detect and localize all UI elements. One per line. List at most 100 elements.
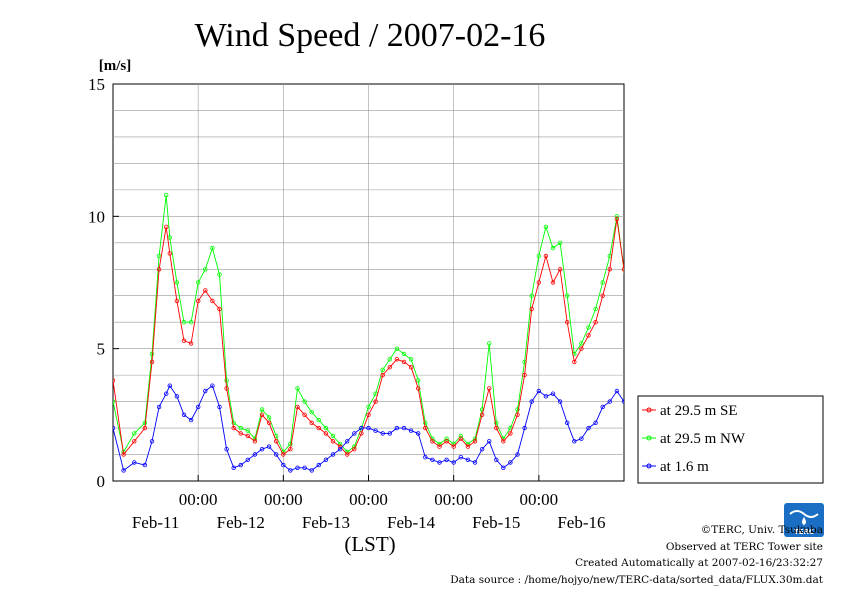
- data-point: [245, 457, 250, 462]
- data-point: [586, 333, 591, 338]
- data-point: [337, 447, 343, 452]
- data-point: [373, 428, 378, 433]
- data-point: [394, 357, 400, 362]
- series-1: [113, 192, 633, 455]
- data-point: [302, 412, 307, 417]
- data-point: [210, 245, 215, 251]
- data-point: [465, 441, 471, 447]
- data-point: [295, 404, 300, 410]
- data-point: [444, 436, 449, 441]
- data-point: [586, 425, 591, 431]
- data-point: [387, 431, 392, 436]
- data-point: [501, 465, 506, 470]
- data-point: [288, 447, 293, 452]
- x-tick-time-label: 00:00: [264, 490, 303, 509]
- data-point: [515, 412, 520, 417]
- grid-lines: [113, 84, 624, 481]
- data-point: [210, 298, 215, 304]
- data-point: [579, 341, 584, 346]
- data-point: [472, 460, 478, 465]
- data-point: [451, 441, 456, 447]
- data-point: [565, 420, 570, 425]
- data-point: [629, 440, 633, 444]
- data-point: [394, 346, 400, 351]
- data-point: [529, 293, 534, 298]
- data-point: [295, 465, 300, 470]
- data-point: [259, 447, 265, 452]
- data-point: [600, 404, 605, 410]
- data-point: [309, 420, 314, 425]
- data-point: [330, 439, 336, 444]
- data-point: [149, 359, 155, 365]
- data-point: [274, 439, 279, 444]
- data-point: [508, 431, 513, 436]
- data-point: [430, 457, 435, 462]
- observation-site-text: Observed at TERC Tower site: [666, 541, 823, 553]
- data-point: [494, 420, 499, 425]
- data-point: [231, 425, 236, 431]
- data-point: [550, 391, 556, 396]
- data-point: [203, 267, 208, 272]
- data-point: [387, 357, 392, 362]
- data-point: [167, 251, 172, 256]
- data-point: [195, 404, 201, 410]
- x-tick-time-label: 00:00: [434, 490, 473, 509]
- data-point: [536, 388, 541, 394]
- data-point: [614, 214, 620, 219]
- data-point: [316, 417, 321, 423]
- data-point: [579, 436, 584, 441]
- legend-entry-label: at 1.6 m: [660, 459, 709, 475]
- data-point: [416, 431, 421, 436]
- series-line: [113, 195, 624, 454]
- data-point: [621, 399, 624, 404]
- data-point: [238, 425, 243, 431]
- data-point: [163, 224, 169, 230]
- data-point: [156, 404, 162, 410]
- data-point: [188, 341, 194, 346]
- data-point: [401, 359, 407, 365]
- data-point: [274, 452, 279, 457]
- legend-entry-label: at 29.5 m SE: [660, 403, 738, 419]
- data-point: [302, 399, 307, 404]
- data-point: [113, 378, 116, 383]
- x-tick-time-label: 00:00: [179, 490, 218, 509]
- data-point: [330, 452, 336, 457]
- data-point: [323, 431, 329, 436]
- data-point: [352, 447, 357, 452]
- data-point: [195, 298, 201, 304]
- data-point: [217, 306, 222, 312]
- data-point: [366, 425, 371, 431]
- data-point: [593, 420, 598, 425]
- data-point: [149, 351, 155, 357]
- data-point: [614, 388, 620, 394]
- data-point: [437, 441, 442, 447]
- data-point: [210, 383, 215, 388]
- legend-box: [637, 395, 824, 484]
- chart-title: Wind Speed / 2007-02-16: [195, 17, 546, 54]
- data-point: [281, 452, 286, 457]
- data-point: [629, 352, 633, 356]
- data-point: [593, 306, 598, 312]
- data-source-text: Data source : /home/hojyo/new/TERC-data/…: [450, 574, 824, 586]
- data-point: [203, 288, 208, 293]
- data-point: [543, 224, 549, 230]
- data-point: [132, 431, 137, 436]
- data-point: [629, 360, 633, 364]
- data-point: [458, 436, 463, 441]
- data-point: [529, 399, 534, 404]
- data-point: [430, 439, 435, 444]
- data-point: [408, 365, 414, 370]
- data-point: [295, 386, 300, 391]
- data-point: [149, 439, 155, 444]
- data-point: [266, 420, 272, 425]
- data-point: [543, 394, 549, 399]
- data-point: [529, 306, 534, 312]
- data-point: [156, 267, 162, 272]
- data-point: [536, 253, 541, 259]
- data-point: [444, 439, 449, 444]
- data-point: [572, 359, 577, 365]
- logo-text: TERC: [794, 528, 814, 536]
- data-point: [522, 372, 527, 378]
- data-point: [224, 378, 229, 383]
- legend: at 29.5 m SE at 29.5 m NW at 1.6 m: [642, 403, 746, 475]
